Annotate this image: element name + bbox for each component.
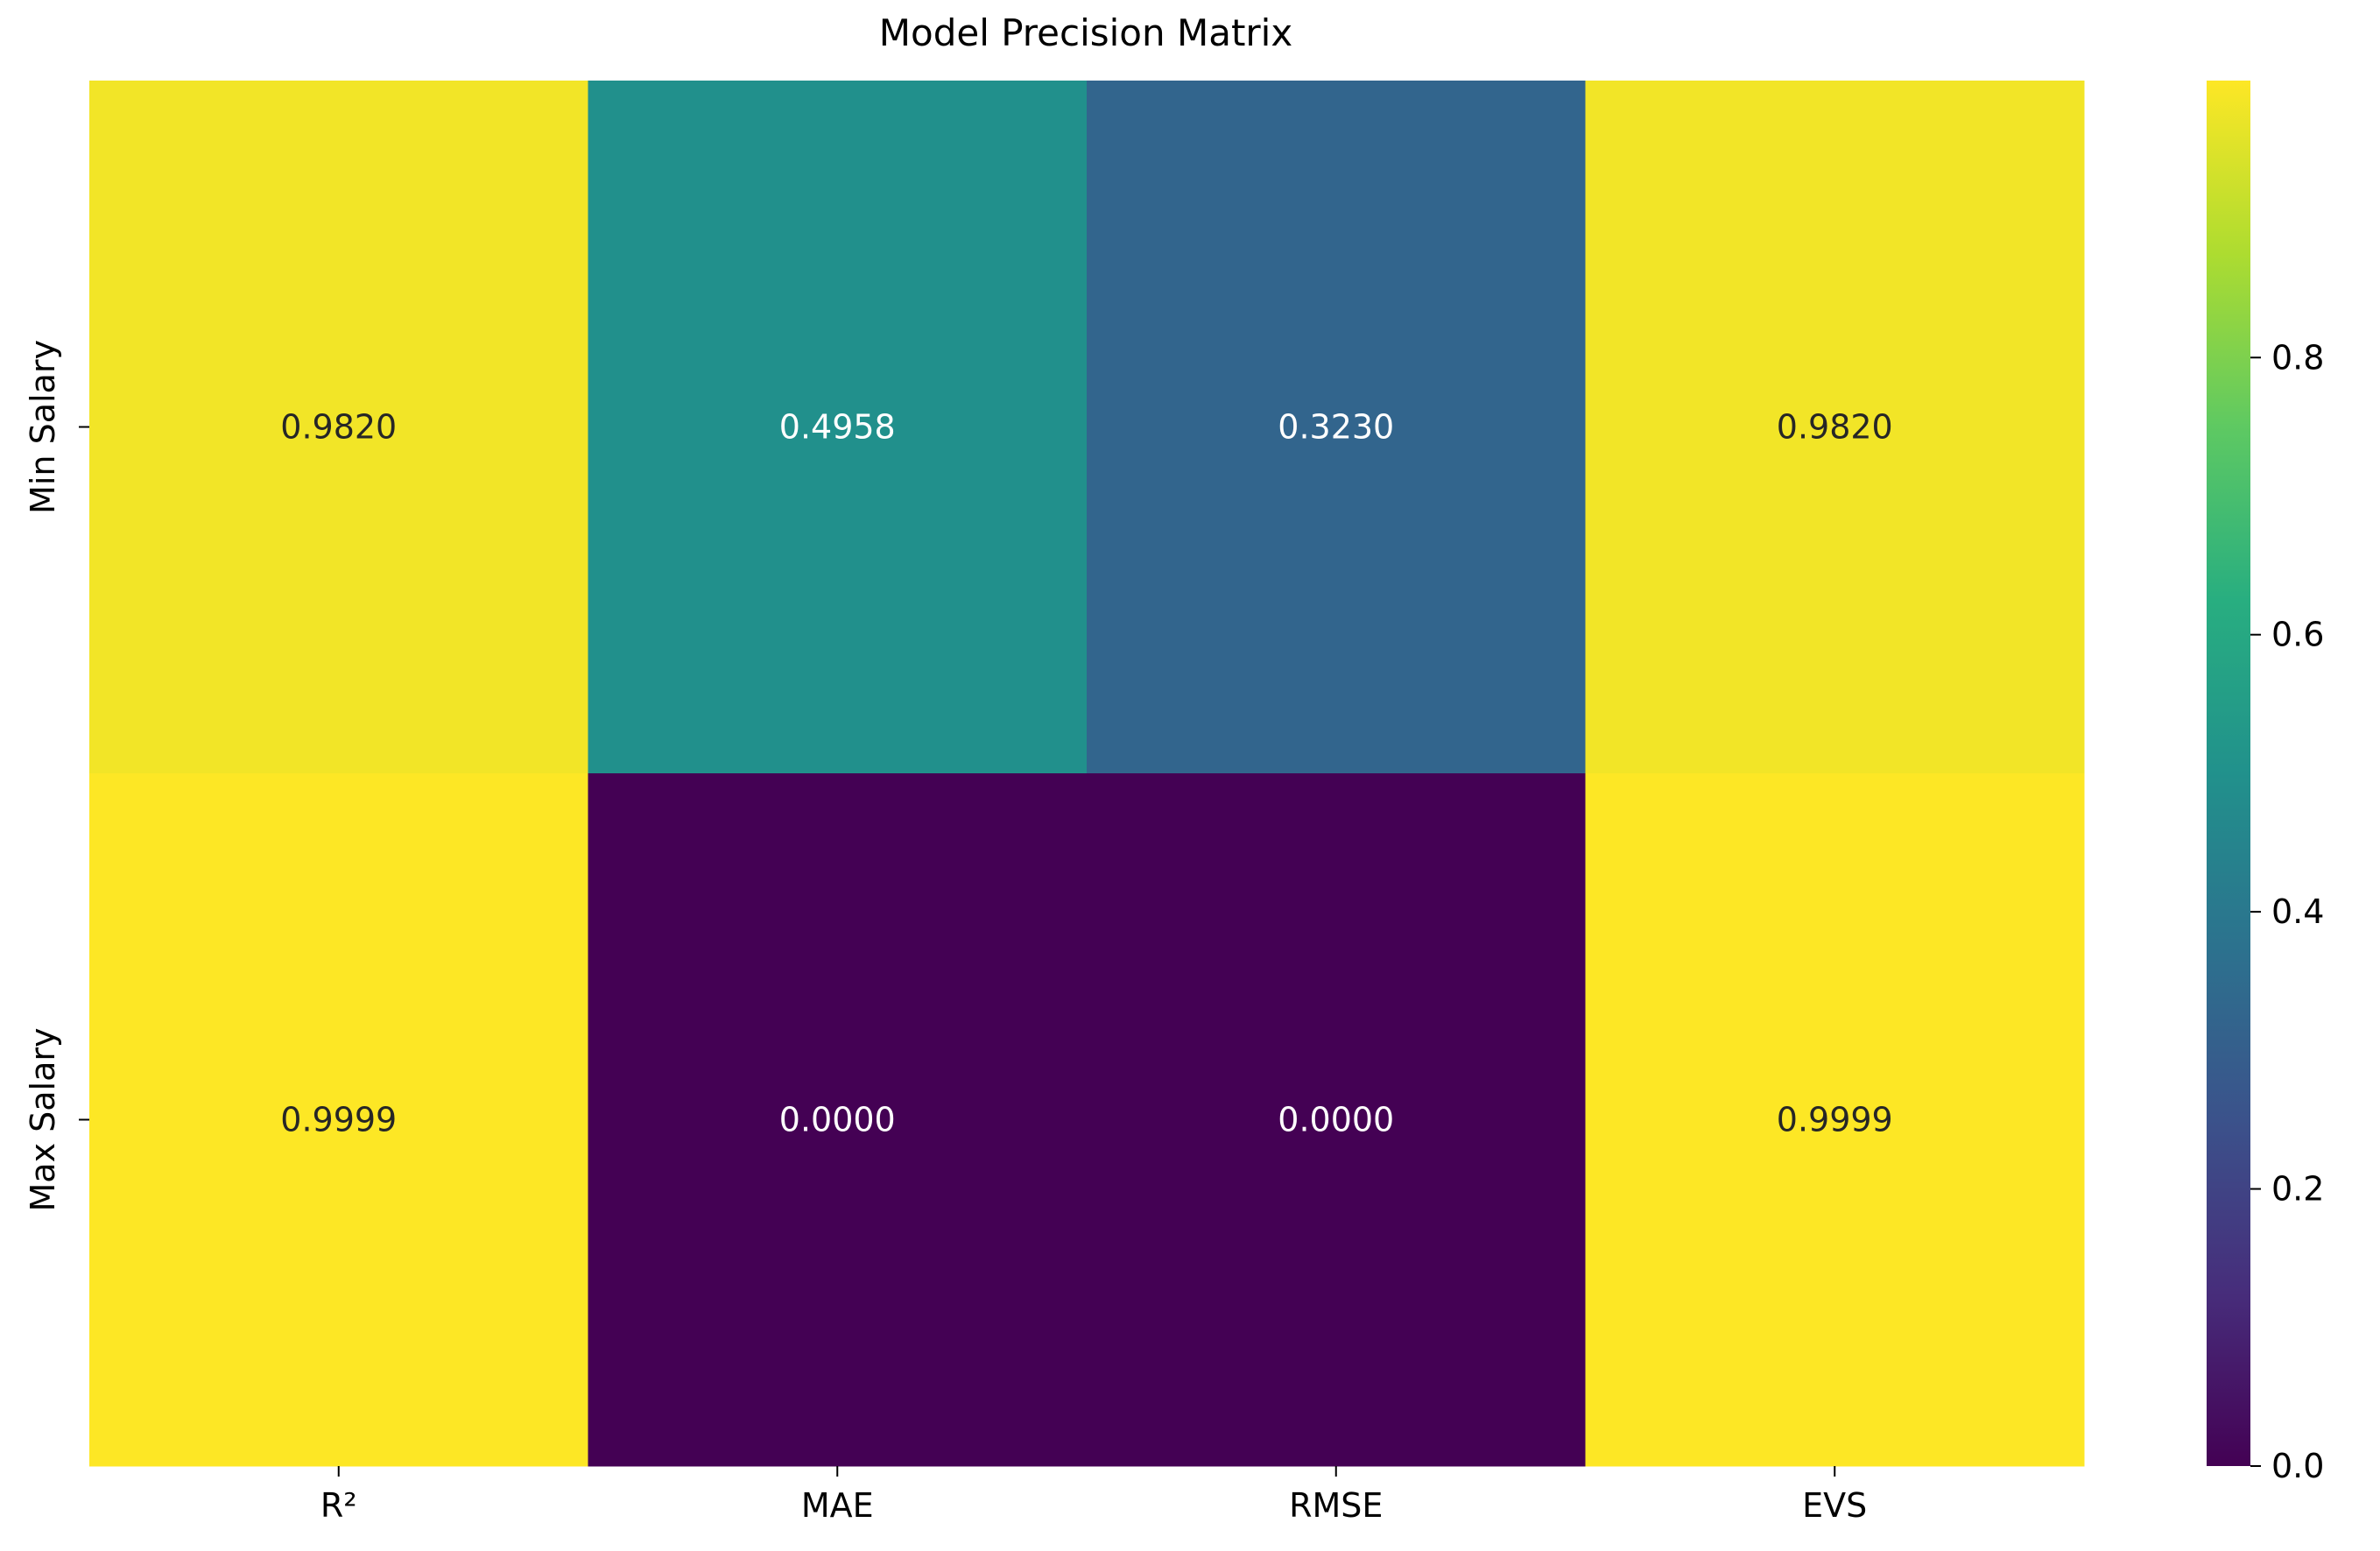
heatmap-cell — [588, 773, 1088, 1467]
x-tick-label: R² — [320, 1486, 357, 1525]
heatmap-cell — [1087, 773, 1586, 1467]
heatmap-cell — [1087, 81, 1586, 774]
cell-value-label: 0.4958 — [779, 408, 896, 447]
cell-value-label: 0.0000 — [1278, 1101, 1394, 1139]
colorbar-tick-label: 0.4 — [2271, 892, 2324, 931]
cell-value-label: 0.3230 — [1278, 408, 1394, 447]
colorbar — [2207, 81, 2250, 1466]
cell-value-label: 0.9999 — [280, 1101, 397, 1139]
cell-value-label: 0.9820 — [280, 408, 397, 447]
y-tick-label: Min Salary — [24, 340, 62, 514]
heatmap-cell — [588, 81, 1088, 774]
y-axis: Min Salary Max Salary — [24, 340, 89, 1212]
chart-title: Model Precision Matrix — [879, 11, 1292, 54]
colorbar-tick-label: 0.2 — [2271, 1170, 2324, 1209]
y-tick-label: Max Salary — [24, 1027, 62, 1211]
cell-value-label: 0.9820 — [1777, 408, 1893, 447]
x-tick-label: EVS — [1802, 1486, 1867, 1525]
cell-value-label: 0.9999 — [1777, 1101, 1893, 1139]
heatmap-cell — [89, 81, 588, 774]
heatmap-cell — [1585, 81, 2085, 774]
colorbar-tick-label: 0.8 — [2271, 338, 2324, 377]
colorbar-tick-label: 0.0 — [2271, 1447, 2324, 1485]
colorbar-tick-label: 0.6 — [2271, 616, 2324, 654]
x-axis: R² MAE RMSE EVS — [320, 1466, 1867, 1525]
colorbar-axis: 0.0 0.2 0.4 0.6 0.8 — [2250, 338, 2324, 1485]
heatmap-cell — [1585, 773, 2085, 1467]
cell-value-label: 0.0000 — [779, 1101, 896, 1139]
heatmap-cell — [89, 773, 588, 1467]
heatmap-cells: 0.9820 0.4958 0.3230 0.9820 0.9999 0.0000 0.00… — [89, 81, 2085, 1467]
x-tick-label: RMSE — [1289, 1486, 1383, 1525]
x-tick-label: MAE — [801, 1486, 874, 1525]
